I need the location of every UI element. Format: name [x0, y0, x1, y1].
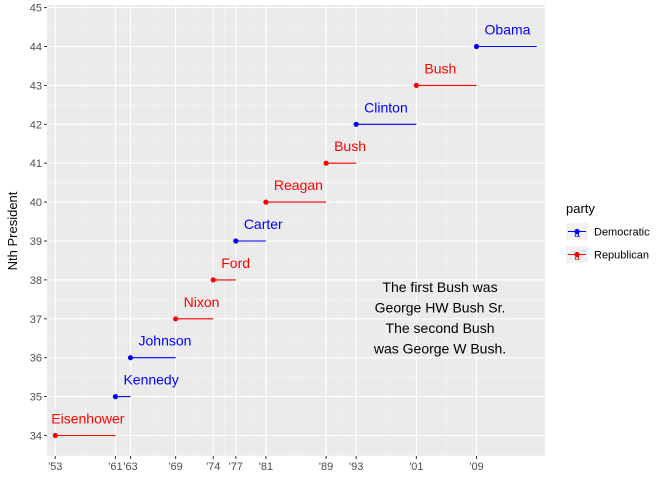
y-tick-label: 39 — [30, 236, 42, 248]
y-axis-title: Nth President — [5, 191, 20, 270]
president-label: Bush — [424, 60, 456, 76]
x-tick-label: '77 — [229, 461, 243, 473]
annotation-line: was George W Bush. — [373, 341, 506, 357]
x-tick-label: '53 — [48, 461, 62, 473]
x-tick-label: '93 — [349, 461, 363, 473]
president-label: Obama — [485, 22, 531, 38]
y-tick-label: 43 — [30, 80, 42, 92]
term-start-point — [413, 82, 419, 88]
annotation-line: The second Bush — [386, 320, 495, 336]
term-start-point — [323, 160, 329, 166]
term-start-point — [473, 43, 480, 50]
president-label: Nixon — [184, 294, 220, 310]
x-tick-label: '09 — [469, 461, 483, 473]
legend-key-point — [574, 228, 580, 235]
term-start-point — [52, 432, 58, 439]
x-axis: '53 '61'63 '69 '74 '77 '81 '89 '93 '01 '09 — [48, 456, 484, 473]
president-labels: Eisenhower Kennedy Johnson Nixon Ford Carter R… — [51, 22, 530, 427]
president-label: Ford — [221, 255, 250, 271]
term-start-points — [52, 43, 480, 439]
president-label: Eisenhower — [51, 411, 124, 427]
x-tick-label: '89 — [319, 461, 333, 473]
annotation-line: George HW Bush Sr. — [375, 300, 506, 316]
legend-key-glyph: a — [574, 229, 580, 240]
y-tick-label: 35 — [30, 392, 42, 404]
x-tick-label: '63 — [123, 461, 137, 473]
legend: party a Democratic a Republican — [566, 201, 650, 263]
term-segments — [55, 45, 537, 437]
x-tick-label: '81 — [259, 461, 273, 473]
x-tick-label: '74 — [206, 461, 220, 473]
y-tick-label: 34 — [30, 431, 42, 443]
legend-title: party — [566, 201, 595, 216]
x-tick-label: '69 — [168, 461, 182, 473]
president-label: Carter — [244, 216, 283, 232]
y-tick-label: 42 — [30, 119, 42, 131]
president-label: Kennedy — [123, 372, 178, 388]
term-start-point — [173, 316, 179, 322]
y-tick-label: 40 — [30, 197, 42, 209]
bush-annotation: The first Bush was George HW Bush Sr. The … — [373, 279, 506, 357]
annotation-line: The first Bush was — [382, 279, 497, 295]
legend-key-point — [574, 251, 580, 258]
president-label: Clinton — [364, 99, 408, 115]
y-axis: 34 35 36 37 38 39 40 41 42 43 44 45 — [30, 3, 47, 443]
term-start-point — [263, 199, 269, 205]
y-tick-label: 41 — [30, 158, 42, 170]
term-start-point — [233, 238, 239, 244]
x-tick-label: '01 — [409, 461, 423, 473]
y-tick-label: 37 — [30, 314, 42, 326]
legend-label: Democratic — [594, 227, 650, 239]
president-label: Reagan — [274, 177, 323, 193]
legend-label: Republican — [594, 250, 649, 262]
y-tick-label: 44 — [30, 42, 42, 54]
term-start-point — [210, 277, 216, 283]
y-tick-label: 38 — [30, 275, 42, 287]
president-label: Johnson — [139, 333, 192, 349]
y-tick-label: 45 — [30, 3, 42, 15]
term-start-point — [353, 121, 359, 127]
term-start-point — [112, 394, 119, 400]
president-label: Bush — [334, 138, 366, 154]
legend-key-glyph: a — [574, 252, 580, 263]
x-tick-label: '61 — [108, 461, 122, 473]
term-start-point — [127, 355, 134, 361]
y-tick-label: 36 — [30, 353, 42, 365]
